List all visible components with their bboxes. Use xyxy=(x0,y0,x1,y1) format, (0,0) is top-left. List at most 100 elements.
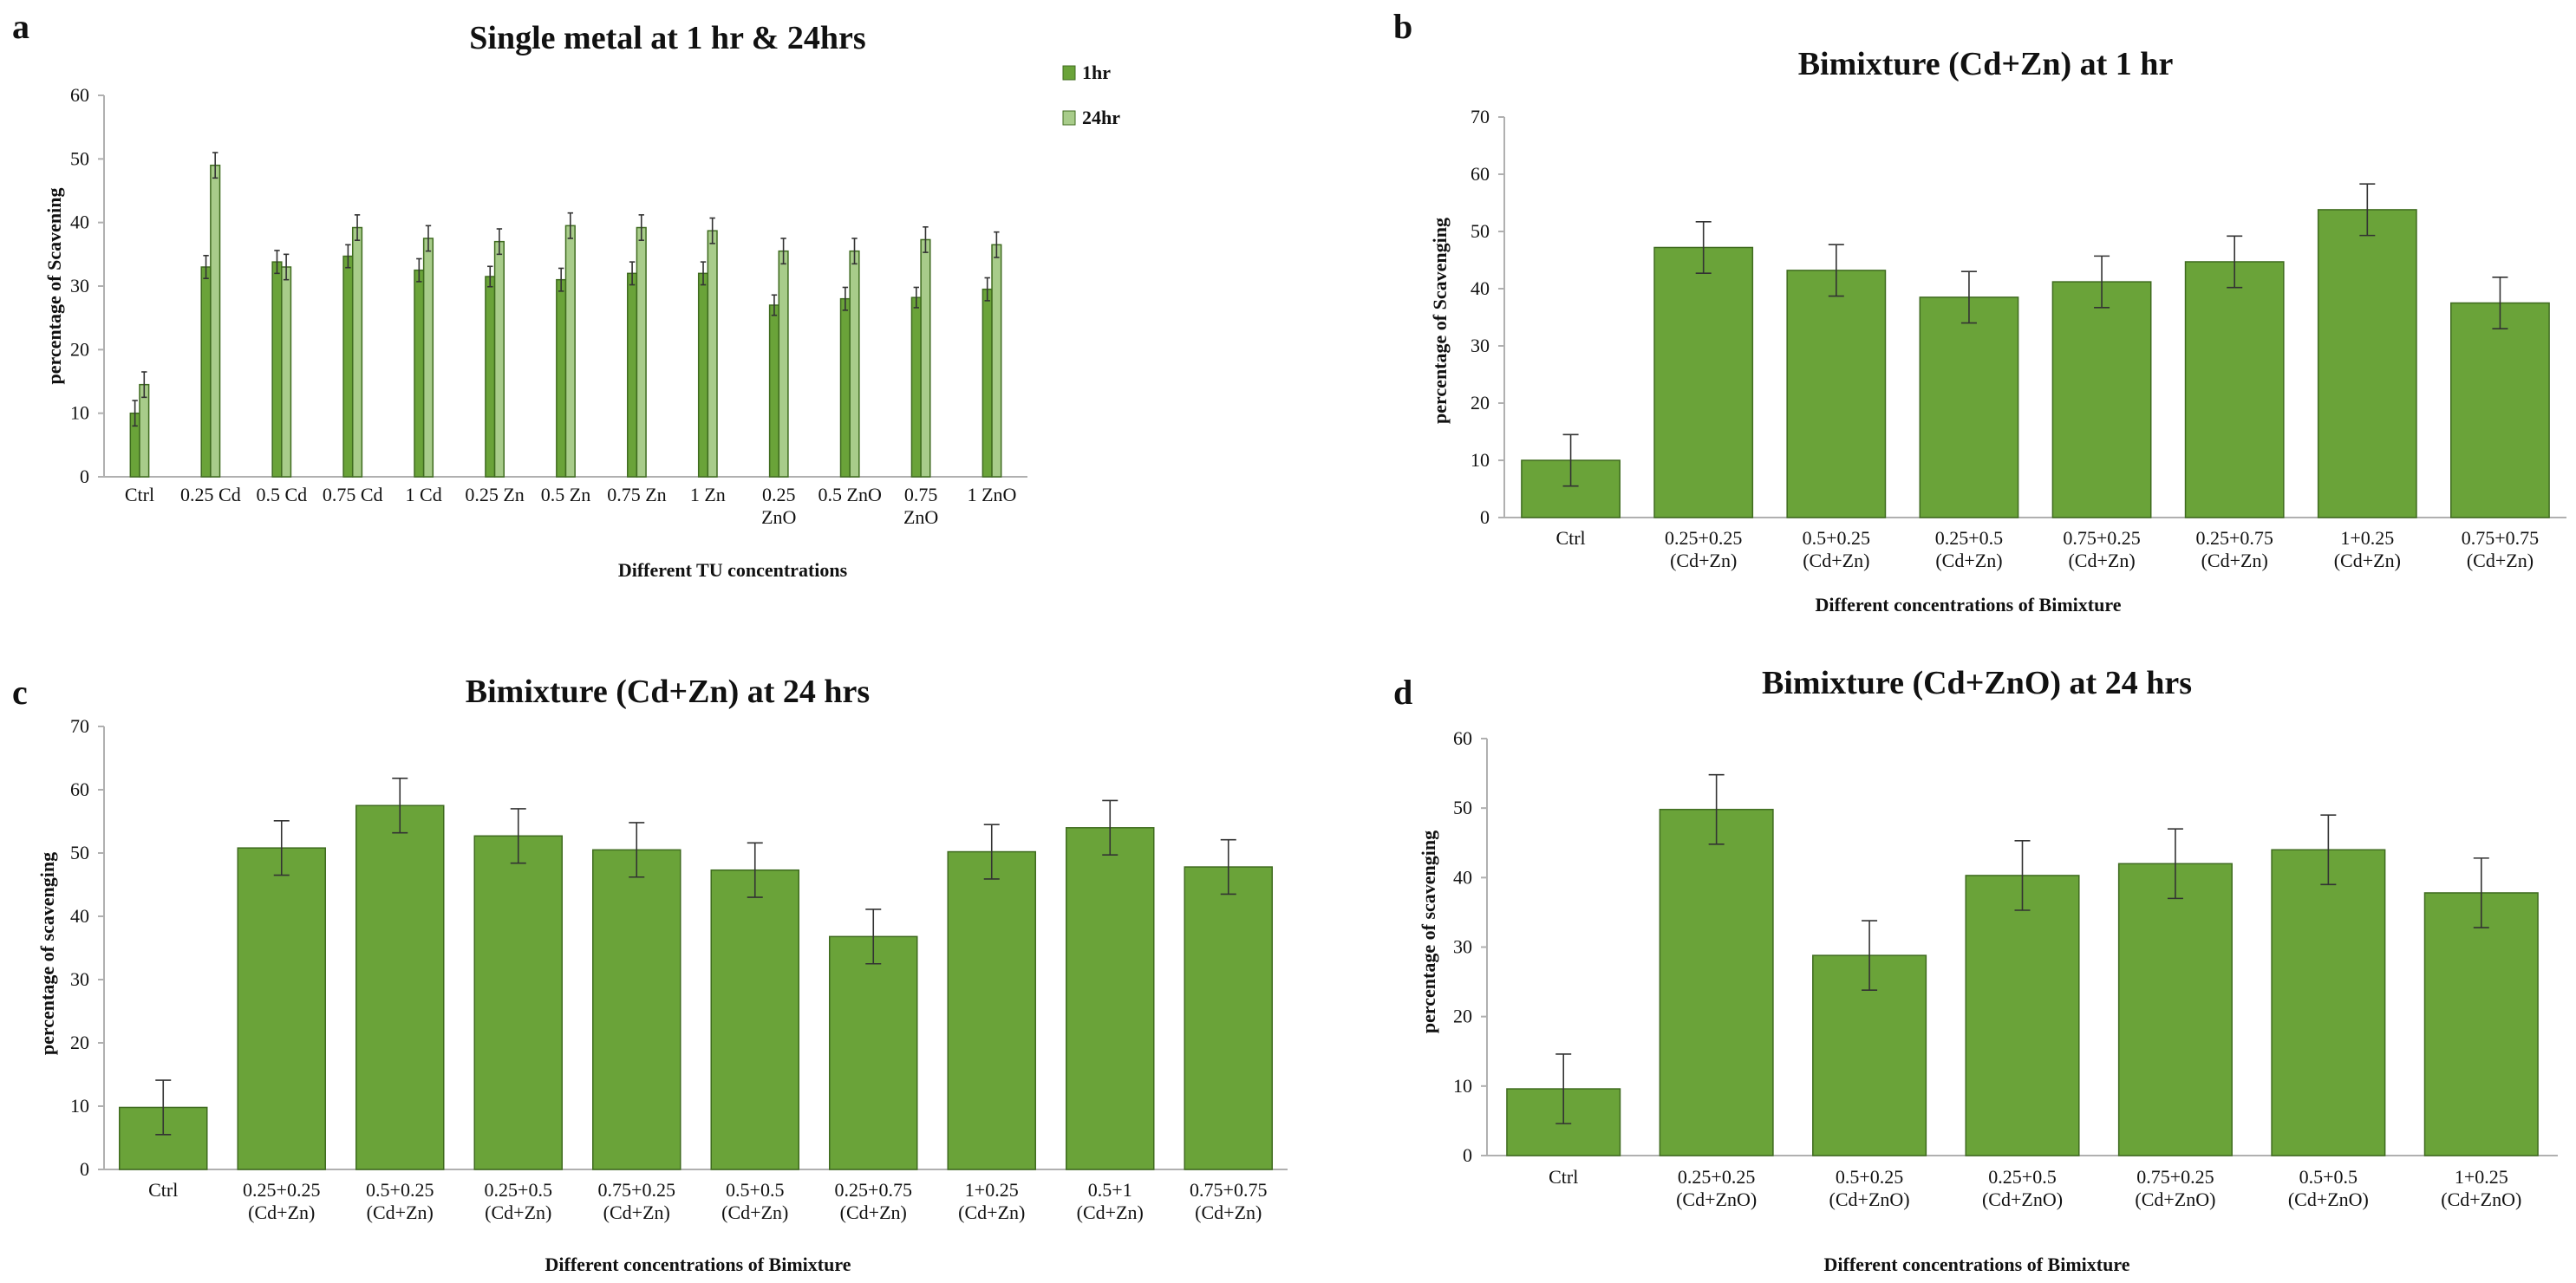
y-tick-label: 30 xyxy=(1471,335,1490,356)
panel-c-letter: c xyxy=(12,673,28,712)
x-tick-label: (Cd+Zn) xyxy=(2068,550,2135,571)
x-tick-label: (Cd+Zn) xyxy=(958,1202,1025,1223)
bar xyxy=(200,266,212,478)
bar xyxy=(2184,261,2285,518)
bar xyxy=(828,935,918,1170)
x-tick-label: 0.5+0.5 xyxy=(2299,1166,2358,1188)
panel-b-x-axis-title: Different concentrations of Bimixture xyxy=(1816,594,2122,615)
bar xyxy=(351,226,363,478)
x-tick-label: 0.25+0.25 xyxy=(243,1179,320,1201)
bar xyxy=(910,296,922,478)
bar xyxy=(636,226,647,478)
bar xyxy=(981,288,993,478)
bar xyxy=(710,869,800,1170)
x-tick-label: (Cd+Zn) xyxy=(1195,1202,1262,1223)
y-tick-label: 50 xyxy=(70,147,89,169)
y-tick-label: 70 xyxy=(1471,106,1490,127)
y-tick-label: 30 xyxy=(70,275,89,296)
bar xyxy=(2423,892,2539,1156)
y-tick-label: 60 xyxy=(70,84,89,106)
x-tick-label: 0.75+0.75 xyxy=(1190,1179,1267,1201)
y-tick-label: 60 xyxy=(1453,727,1472,749)
bar xyxy=(591,849,681,1170)
x-tick-label: 0.25+0.75 xyxy=(2195,527,2273,549)
y-tick-label: 40 xyxy=(70,212,89,233)
panel-b-title: Bimixture (Cd+Zn) at 1 hr xyxy=(1798,46,2174,82)
bar xyxy=(2450,302,2550,518)
x-tick-label: 1+0.25 xyxy=(965,1179,1019,1201)
panel-a: a Single metal at 1 hr & 24hrs Different… xyxy=(12,7,1120,581)
bar xyxy=(355,804,445,1170)
x-tick-label: (Cd+Zn) xyxy=(1935,550,2002,571)
panel-a-y-axis-title: percentage of Scavening xyxy=(43,188,65,385)
y-tick-label: 20 xyxy=(1471,392,1490,414)
x-tick-label: (Cd+Zn) xyxy=(2201,550,2268,571)
y-tick-label: 50 xyxy=(70,842,89,863)
bar xyxy=(2051,281,2152,518)
bar xyxy=(414,269,425,478)
panel-c-x-axis-title: Different concentrations of Bimixture xyxy=(545,1254,851,1275)
x-tick-label: 0.5+0.25 xyxy=(1803,527,1870,549)
x-tick-label: 0.25+0.25 xyxy=(1678,1166,1755,1188)
y-tick-label: 40 xyxy=(70,905,89,927)
x-tick-label: 0.75 Zn xyxy=(607,484,666,505)
panel-a-letter: a xyxy=(12,7,29,46)
bar xyxy=(422,238,434,478)
x-tick-label: 0.25+0.25 xyxy=(1665,527,1742,549)
bar xyxy=(485,276,496,478)
x-tick-label: Ctrl xyxy=(1549,1166,1578,1188)
bar xyxy=(2117,863,2233,1156)
bar xyxy=(1786,270,1887,518)
y-tick-label: 60 xyxy=(70,778,89,800)
panel-c-y-axis-title: percentage of scavenging xyxy=(36,852,58,1055)
bar xyxy=(2317,209,2417,518)
bar xyxy=(2271,849,2386,1156)
panel-d: d Bimixture (Cd+ZnO) at 24 hrs Different… xyxy=(1393,665,2192,1275)
panel-b-y-axis-title: percentage of Scavenging xyxy=(1429,218,1451,424)
panel-a-x-axis-title: Different TU concentrations xyxy=(618,559,848,581)
bar xyxy=(342,255,354,478)
y-tick-label: 10 xyxy=(1471,449,1490,471)
bar xyxy=(564,225,576,478)
x-tick-label: 0.25+0.5 xyxy=(485,1179,552,1201)
panel-d-y-axis-title: percentage of scavenging xyxy=(1418,830,1439,1033)
y-tick-label: 20 xyxy=(70,338,89,360)
x-tick-label: 0.75+0.25 xyxy=(2063,527,2140,549)
y-tick-label: 50 xyxy=(1471,220,1490,242)
x-tick-label: (Cd+Zn) xyxy=(485,1202,551,1223)
bar xyxy=(707,230,718,478)
bar xyxy=(1653,246,1754,518)
y-tick-label: 0 xyxy=(1480,506,1490,528)
y-tick-label: 0 xyxy=(1463,1144,1472,1166)
x-tick-label: (Cd+Zn) xyxy=(721,1202,788,1223)
y-tick-label: 10 xyxy=(70,1095,89,1117)
bar xyxy=(849,250,860,478)
legend-label-24hr: 24hr xyxy=(1082,107,1120,128)
x-tick-label: 0.75+0.25 xyxy=(598,1179,675,1201)
legend-swatch-1hr xyxy=(1062,65,1076,81)
x-tick-label: (Cd+ZnO) xyxy=(2441,1189,2521,1210)
bar xyxy=(473,835,564,1170)
bar xyxy=(839,297,851,478)
bar xyxy=(1919,296,2019,518)
bar xyxy=(271,261,283,478)
x-tick-label: 0.75+0.25 xyxy=(2136,1166,2214,1188)
x-tick-label: (Cd+Zn) xyxy=(603,1202,670,1223)
x-tick-label: 0.25+0.5 xyxy=(1935,527,2003,549)
panel-b: b Bimixture (Cd+Zn) at 1 hr Different co… xyxy=(1393,7,2173,615)
bar xyxy=(1659,809,1774,1156)
bar xyxy=(1965,875,2080,1156)
x-tick-label: (Cd+Zn) xyxy=(248,1202,315,1223)
x-tick-label: (Cd+ZnO) xyxy=(1829,1189,1910,1210)
bar xyxy=(210,164,221,478)
x-tick-label: 0.5 Zn xyxy=(541,484,590,505)
x-tick-label: Ctrl xyxy=(1555,527,1585,549)
x-tick-label: 0.5+0.5 xyxy=(726,1179,784,1201)
y-tick-label: 0 xyxy=(80,1158,89,1180)
bar xyxy=(627,272,638,478)
y-tick-label: 30 xyxy=(70,968,89,990)
y-tick-label: 20 xyxy=(1453,1006,1472,1027)
x-tick-label: ZnO xyxy=(761,506,796,528)
